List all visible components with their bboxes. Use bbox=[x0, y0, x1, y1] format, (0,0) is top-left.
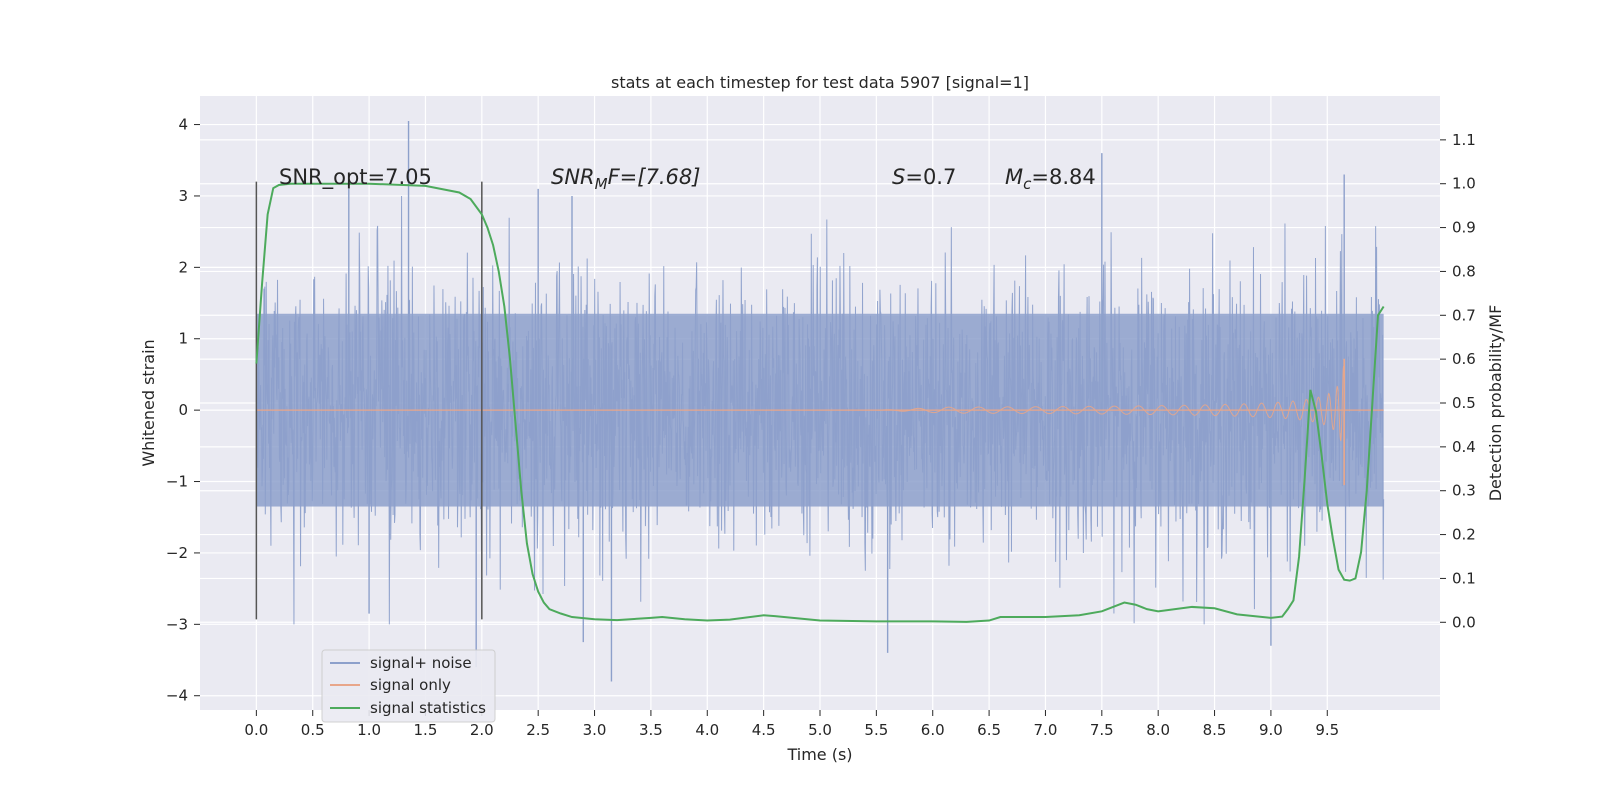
x-tick-label: 5.0 bbox=[808, 721, 832, 739]
y-tick-label: −4 bbox=[166, 687, 188, 705]
y-axis-title: Whitened strain bbox=[139, 339, 158, 466]
y2-tick-label: 0.8 bbox=[1452, 262, 1476, 280]
y2-tick-label: 0.3 bbox=[1452, 482, 1476, 500]
x-tick-label: 2.5 bbox=[526, 721, 550, 739]
x-tick-label: 6.5 bbox=[977, 721, 1001, 739]
y-tick-label: 3 bbox=[178, 187, 188, 205]
x-tick-label: 5.5 bbox=[864, 721, 888, 739]
y2-tick-label: 0.5 bbox=[1452, 394, 1476, 412]
annotation-s: S=0.7 bbox=[892, 165, 956, 189]
y2-tick-label: 1.1 bbox=[1452, 131, 1476, 149]
x-ticks: 0.0 0.5 1.0 1.5 2.0 2.5 3.0 3.5 4.0 4.5 5.0 5.5 6.0 6… bbox=[244, 710, 1339, 739]
chart-title: stats at each timestep for test data 590… bbox=[611, 73, 1029, 92]
y-tick-label: 4 bbox=[178, 116, 188, 134]
x-axis-title: Time (s) bbox=[786, 745, 852, 764]
x-tick-label: 1.0 bbox=[357, 721, 381, 739]
x-tick-label: 4.5 bbox=[752, 721, 776, 739]
legend-label-signal-only: signal only bbox=[370, 676, 451, 694]
y2-tick-label: 0.6 bbox=[1452, 350, 1476, 368]
x-tick-label: 8.5 bbox=[1203, 721, 1227, 739]
x-tick-label: 7.5 bbox=[1090, 721, 1114, 739]
y-tick-label: −2 bbox=[166, 544, 188, 562]
y2-ticks: 1.1 1.0 0.9 0.8 0.7 0.6 0.5 0.4 0.3 0.2 0.1 0.0 bbox=[1440, 131, 1476, 631]
y-tick-label: −1 bbox=[166, 473, 188, 491]
y-tick-label: −3 bbox=[166, 615, 188, 633]
x-tick-label: 1.5 bbox=[414, 721, 438, 739]
x-tick-label: 9.5 bbox=[1315, 721, 1339, 739]
window-markers bbox=[255, 181, 483, 620]
y-ticks: 4 3 2 1 0 −1 −2 −3 −4 bbox=[166, 116, 200, 705]
x-tick-label: 7.0 bbox=[1034, 721, 1058, 739]
y-tick-label: 2 bbox=[178, 258, 188, 276]
annotation-snr-opt: SNR_opt=7.05 bbox=[279, 165, 432, 190]
x-tick-label: 3.5 bbox=[639, 721, 663, 739]
annotation-mc: Mc=8.84 bbox=[1005, 165, 1096, 193]
legend-label-signal-statistics: signal statistics bbox=[370, 699, 486, 717]
y-tick-label: 0 bbox=[178, 401, 188, 419]
y2-tick-label: 0.1 bbox=[1452, 569, 1476, 587]
statistics-line bbox=[255, 182, 1385, 623]
series-signal-statistics bbox=[255, 182, 1385, 623]
y-tick-label: 1 bbox=[178, 330, 188, 348]
signal-chirp bbox=[876, 366, 1345, 442]
y2-tick-label: 1.0 bbox=[1452, 175, 1476, 193]
x-tick-label: 9.0 bbox=[1259, 721, 1283, 739]
y2-axis-title: Detection probability/MF bbox=[1486, 305, 1505, 502]
x-tick-label: 0.5 bbox=[301, 721, 325, 739]
y2-tick-label: 0.9 bbox=[1452, 219, 1476, 237]
x-tick-label: 2.0 bbox=[470, 721, 494, 739]
annotation-snr-mf: SNRMF=[7.68] bbox=[551, 165, 700, 193]
y2-tick-label: 0.7 bbox=[1452, 306, 1476, 324]
y2-tick-label: 0.2 bbox=[1452, 526, 1476, 544]
x-tick-label: 4.0 bbox=[695, 721, 719, 739]
legend-label-signal-noise: signal+ noise bbox=[370, 654, 472, 672]
y2-tick-label: 0.4 bbox=[1452, 438, 1476, 456]
x-tick-label: 3.0 bbox=[583, 721, 607, 739]
legend: signal+ noise signal only signal statist… bbox=[321, 649, 496, 723]
y2-tick-label: 0.0 bbox=[1452, 613, 1476, 631]
x-tick-label: 8.0 bbox=[1146, 721, 1170, 739]
series-signal-only bbox=[256, 358, 1384, 486]
x-tick-label: 6.0 bbox=[921, 721, 945, 739]
legend-box bbox=[321, 649, 496, 723]
x-tick-label: 0.0 bbox=[244, 721, 268, 739]
